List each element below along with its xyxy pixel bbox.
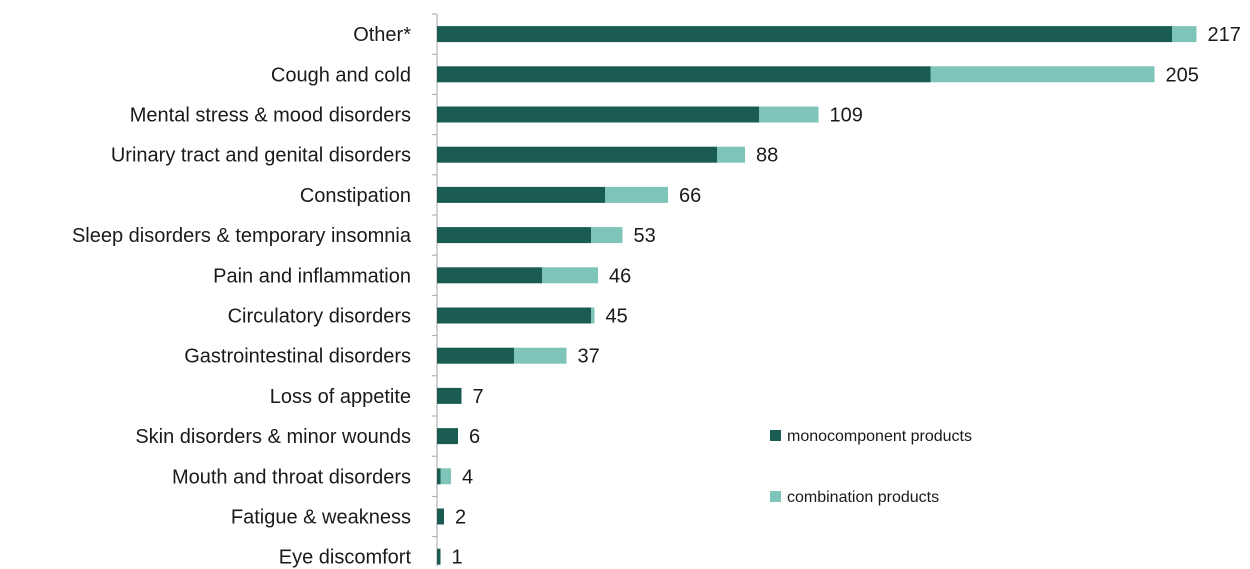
value-label: 205: [1166, 64, 1199, 86]
value-label: 1: [452, 547, 463, 569]
bar-segment-monocomponent: [437, 347, 514, 364]
bar-segment-monocomponent: [437, 106, 759, 123]
bar-segment-monocomponent: [437, 26, 1172, 43]
bar-segment-combination: [759, 106, 819, 123]
category-label: Eye discomfort: [279, 547, 412, 569]
value-label: 88: [756, 145, 778, 167]
value-label: 217: [1208, 24, 1241, 46]
bar-segment-combination: [717, 146, 745, 163]
legend-label-monocomponent: monocomponent products: [787, 428, 972, 445]
value-label: 6: [469, 426, 480, 448]
value-label: 53: [634, 225, 656, 247]
value-label: 66: [679, 185, 701, 207]
category-label: Mental stress & mood disorders: [130, 105, 411, 127]
bars-group: [437, 26, 1197, 565]
axis-ticks: [432, 13, 437, 538]
bar-segment-monocomponent: [437, 146, 717, 163]
category-label: Urinary tract and genital disorders: [111, 145, 411, 167]
legend-swatch-combination: [770, 491, 781, 502]
bar-segment-monocomponent: [437, 508, 444, 525]
bar-segment-monocomponent: [437, 548, 441, 565]
category-labels: Other* Cough and cold Mental stress & mood…: [72, 24, 412, 569]
bar-segment-combination: [514, 347, 567, 364]
value-label: 7: [473, 386, 484, 408]
value-label: 109: [830, 105, 863, 127]
category-label: Cough and cold: [271, 64, 411, 86]
bar-segment-combination: [591, 227, 623, 244]
category-label: Sleep disorders & temporary insomnia: [72, 225, 412, 247]
bar-segment-monocomponent: [437, 267, 542, 284]
value-label: 37: [578, 346, 600, 368]
value-label: 45: [606, 306, 628, 328]
bar-segment-combination: [1172, 26, 1197, 43]
category-label: Mouth and throat disorders: [172, 466, 411, 488]
category-label: Loss of appetite: [270, 386, 411, 408]
category-label: Pain and inflammation: [213, 265, 411, 287]
legend-label-combination: combination products: [787, 489, 939, 506]
bar-segment-combination: [930, 66, 1155, 83]
category-label: Fatigue & weakness: [231, 507, 411, 529]
bar-segment-combination: [542, 267, 598, 284]
value-label: 4: [462, 466, 473, 488]
category-label: Gastrointestinal disorders: [184, 346, 411, 368]
category-label: Other*: [353, 24, 411, 46]
bar-segment-monocomponent: [437, 227, 591, 244]
value-label: 46: [609, 265, 631, 287]
bar-segment-monocomponent: [437, 66, 931, 83]
bar-segment-monocomponent: [437, 468, 441, 485]
bar-segment-combination: [440, 468, 451, 485]
value-label: 2: [455, 507, 466, 529]
bar-segment-monocomponent: [437, 428, 458, 445]
bar-segment-monocomponent: [437, 307, 591, 324]
category-label: Skin disorders & minor wounds: [135, 426, 411, 448]
category-label: Circulatory disorders: [228, 306, 411, 328]
bar-segment-combination: [605, 186, 668, 203]
bar-segment-combination: [591, 307, 595, 324]
legend: monocomponent products combination produ…: [770, 428, 972, 506]
bar-segment-monocomponent: [437, 387, 462, 404]
bar-segment-monocomponent: [437, 186, 605, 203]
category-label: Constipation: [300, 185, 411, 207]
legend-swatch-monocomponent: [770, 430, 781, 441]
